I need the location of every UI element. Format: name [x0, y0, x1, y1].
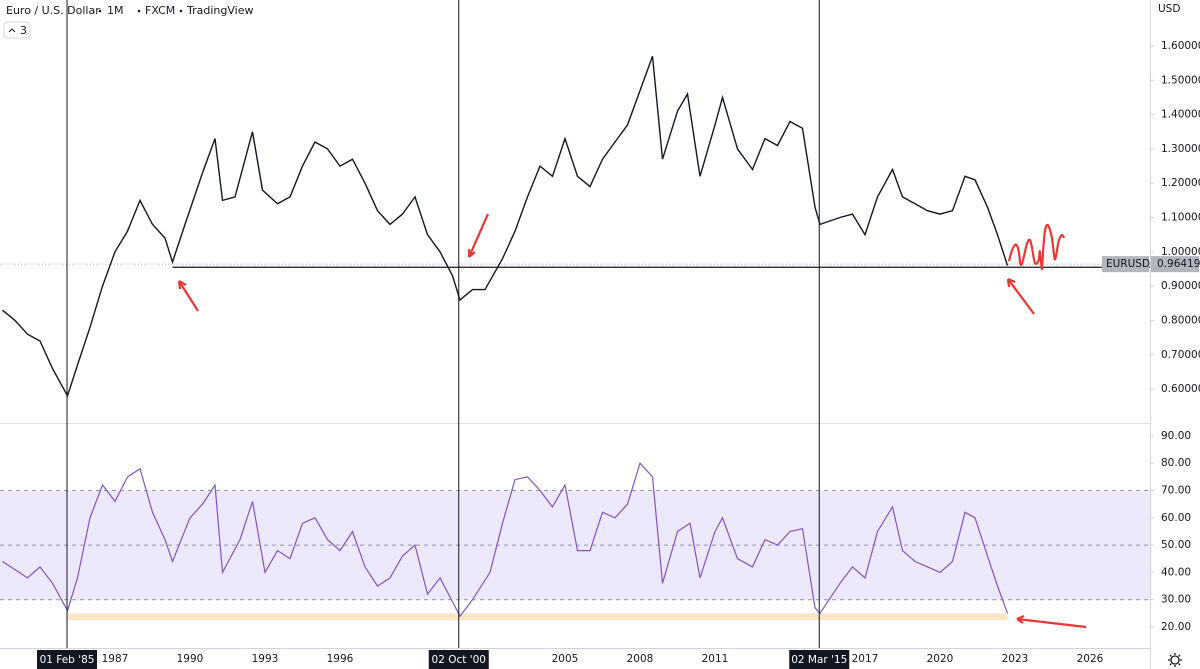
y-tick-label: 80.00	[1161, 457, 1191, 469]
marker-label: 02 Mar '15	[791, 654, 847, 666]
y-tick-label: 1.10000	[1161, 212, 1200, 224]
x-tick-label: 1987	[102, 653, 129, 665]
y-tick-label: 1.30000	[1161, 143, 1200, 155]
platform: TradingView	[186, 4, 253, 17]
currency: USD	[1158, 3, 1180, 15]
y-tick-label: 1.40000	[1161, 109, 1200, 121]
y-tick-label: 90.00	[1161, 430, 1191, 442]
y-tick-label: 70.00	[1161, 485, 1191, 497]
y-tick-label: 1.20000	[1161, 177, 1200, 189]
marker-label: 02 Oct '00	[432, 654, 486, 666]
last-price-label: 0.96419	[1157, 258, 1200, 270]
source: FXCM	[145, 4, 175, 17]
symbol-label-bg	[1102, 256, 1149, 273]
y-tick-label: 1.50000	[1161, 74, 1200, 86]
x-tick-label: 2008	[627, 653, 654, 665]
x-tick-label: 1990	[177, 653, 204, 665]
x-tick-label: 2026	[1077, 653, 1104, 665]
arrow	[1006, 277, 1035, 315]
projection-scribble	[1007, 223, 1066, 271]
symbol-title: Euro / U.S. Dollar	[6, 4, 100, 17]
marker-label: 01 Feb '85	[40, 654, 95, 666]
x-tick-label: 2005	[552, 653, 579, 665]
last-price-bg	[1151, 256, 1199, 273]
dot	[179, 9, 183, 13]
y-tick-label: 20.00	[1161, 621, 1191, 633]
y-tick-label: 50.00	[1161, 539, 1191, 551]
arrow	[467, 213, 490, 258]
indicator-count: 3	[20, 24, 27, 37]
gear[interactable]	[1170, 655, 1180, 665]
y-tick-label: 0.90000	[1161, 280, 1200, 292]
symbol-label: EURUSD	[1106, 258, 1150, 270]
settings-icon[interactable]	[1168, 653, 1182, 667]
header: Euro / U.S. Dollar 1M FXCM TradingView 3…	[3, 3, 1180, 39]
annotations	[177, 213, 1087, 629]
x-tick-label: 1993	[252, 653, 279, 665]
price-line	[2, 56, 1009, 398]
y-tick-label: 1.00000	[1161, 246, 1200, 258]
marker-label-bg	[37, 650, 97, 669]
marker-label-bg	[428, 650, 489, 669]
rsi-line	[2, 462, 1009, 618]
x-tick-label: 2023	[1002, 653, 1029, 665]
x-tick-label: 2011	[702, 653, 729, 665]
dot	[98, 9, 102, 13]
gear-teeth	[1168, 653, 1182, 667]
arrow	[177, 280, 199, 312]
y-tick-label: 60.00	[1161, 512, 1191, 524]
y-tick-label: 40.00	[1161, 566, 1191, 578]
arrow	[1016, 614, 1087, 629]
chevron	[8, 28, 16, 33]
interval: 1M	[107, 4, 124, 17]
highlight-zone	[67, 613, 1008, 621]
x-tick-label: 2017	[852, 653, 879, 665]
rsi-band	[0, 490, 1150, 600]
dot	[137, 9, 141, 13]
x-tick-label: 1996	[327, 653, 354, 665]
indicator-toggle[interactable]	[3, 21, 31, 39]
y-tick-label: 30.00	[1161, 594, 1191, 606]
marker-label-bg	[789, 650, 850, 669]
x-tick-label: 2020	[927, 653, 954, 665]
